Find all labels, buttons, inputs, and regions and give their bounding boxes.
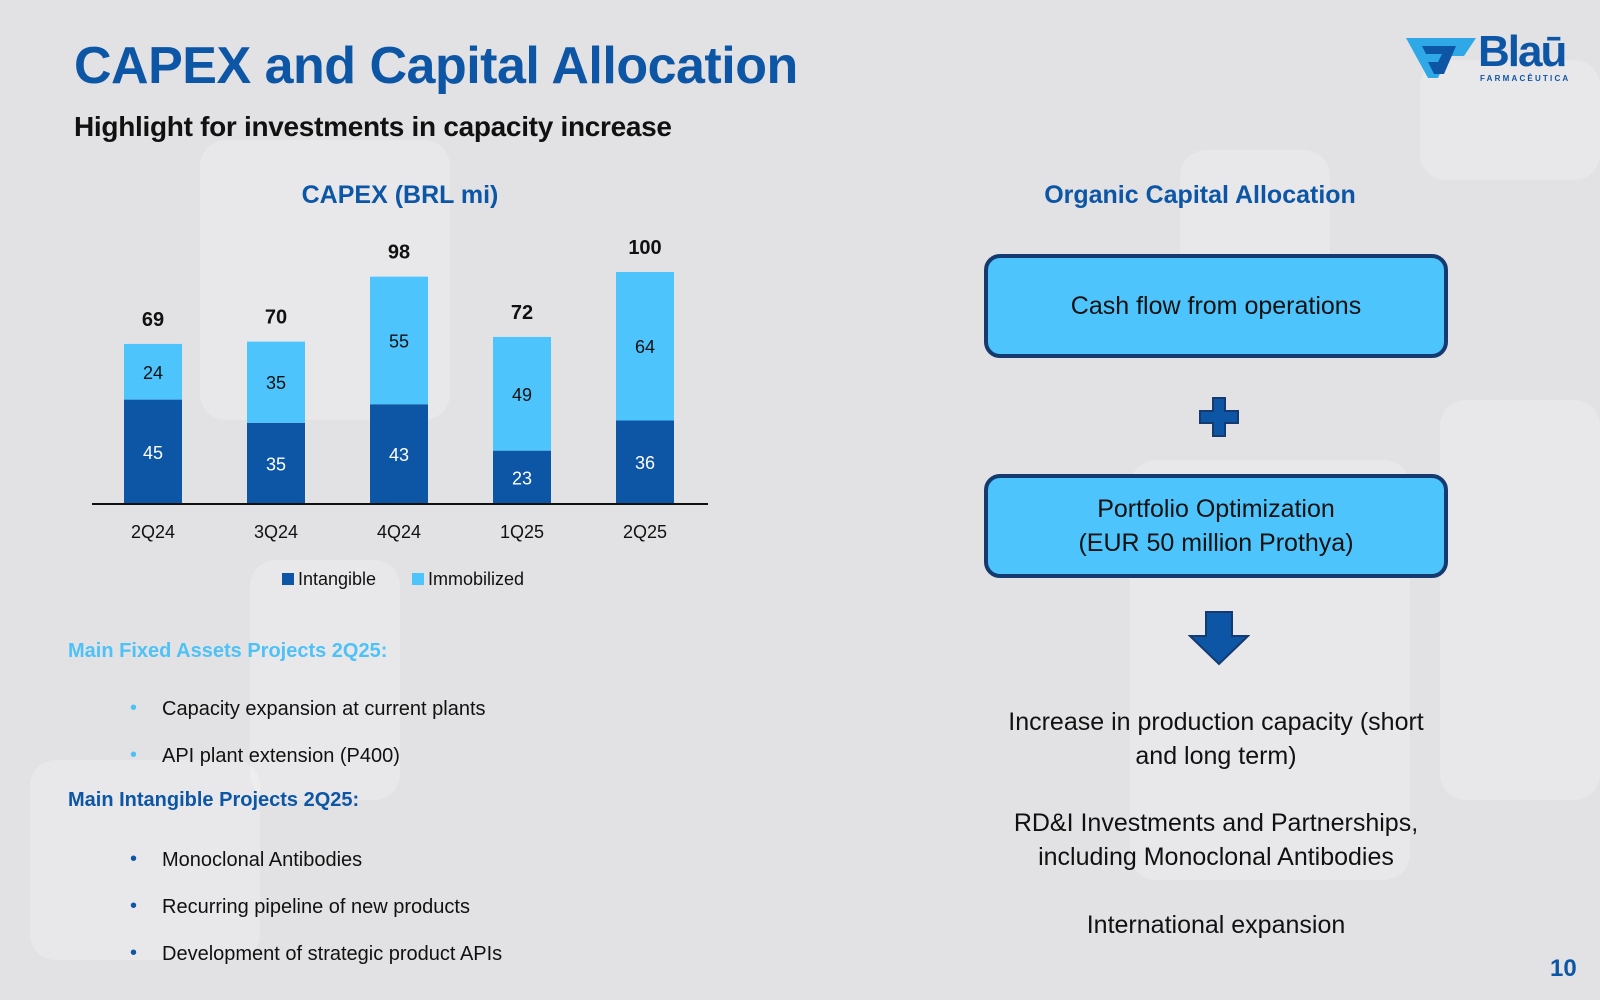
arrow-down-icon (1188, 611, 1250, 666)
logo-wordmark: Blaū (1478, 27, 1567, 76)
legend-swatch (412, 573, 424, 585)
bullet-icon: • (130, 697, 138, 719)
x-tick-label: 4Q24 (377, 522, 421, 542)
list-item-text: Recurring pipeline of new products (162, 896, 470, 918)
background-tile (1420, 60, 1600, 180)
chart-title: CAPEX (BRL mi) (301, 181, 499, 209)
bar-segment-immobilized (124, 343, 182, 400)
data-label: 36 (635, 453, 655, 473)
bullet-icon: • (130, 942, 138, 964)
fixed-assets-heading: Main Fixed Assets Projects 2Q25: (68, 640, 388, 662)
page-number: 10 (1550, 955, 1577, 982)
bullet-icon: • (130, 744, 138, 766)
portfolio-line-2: (EUR 50 million Prothya) (1078, 529, 1354, 557)
list-item-text: Monoclonal Antibodies (162, 849, 363, 871)
bullet-icon: • (130, 848, 138, 870)
list-item-text: API plant extension (P400) (162, 745, 400, 767)
allocation-title: Organic Capital Allocation (1044, 181, 1356, 209)
total-label: 98 (388, 242, 410, 264)
bullet-icon: • (130, 895, 138, 917)
total-label: 69 (142, 309, 164, 331)
bar-segment-intangible (616, 420, 674, 504)
outcome-line: RD&I Investments and Partnerships, (1013, 809, 1419, 837)
x-tick-label: 2Q24 (131, 522, 175, 542)
x-tick-label: 3Q24 (254, 522, 298, 542)
blau-logo-icon (1406, 38, 1476, 78)
list-item-text: Development of strategic product APIs (162, 943, 503, 965)
data-label: 49 (512, 385, 532, 405)
bar-segment-immobilized (370, 276, 428, 405)
data-label: 43 (389, 445, 409, 465)
bar-segment-immobilized (247, 341, 305, 423)
data-label: 23 (512, 468, 532, 488)
bar-segment-immobilized (493, 336, 551, 451)
bar-segment-intangible (124, 399, 182, 504)
slide-subtitle: Highlight for investments in capacity in… (74, 110, 672, 142)
data-label: 64 (635, 337, 655, 357)
plus-icon (1199, 397, 1239, 437)
background-tile (250, 560, 400, 800)
outcome-production-capacity: Increase in production capacity (short a… (984, 705, 1448, 773)
portfolio-optimization-box: Portfolio Optimization (EUR 50 million P… (984, 474, 1448, 578)
data-label: 35 (266, 454, 286, 474)
legend-label: Intangible (298, 569, 376, 589)
total-label: 100 (628, 237, 661, 259)
outcome-international-expansion: International expansion (1086, 911, 1346, 939)
data-label: 35 (266, 373, 286, 393)
bar-segment-intangible (493, 450, 551, 504)
cash-flow-box: Cash flow from operations (984, 254, 1448, 358)
data-label: 55 (389, 331, 409, 351)
bar-segment-immobilized (616, 272, 674, 421)
data-label: 24 (143, 363, 163, 383)
intangible-projects-heading: Main Intangible Projects 2Q25: (68, 789, 360, 811)
total-label: 72 (511, 302, 533, 324)
legend-label: Immobilized (428, 569, 524, 589)
logo-subtext: FARMACÊUTICA (1480, 74, 1571, 83)
background-tile (1440, 400, 1600, 800)
data-label: 45 (143, 443, 163, 463)
total-label: 70 (265, 307, 287, 329)
x-tick-label: 2Q25 (623, 522, 667, 542)
cash-flow-label: Cash flow from operations (1070, 292, 1362, 320)
x-tick-label: 1Q25 (500, 522, 544, 542)
portfolio-line-1: Portfolio Optimization (1097, 495, 1335, 523)
outcome-line: and long term) (1135, 742, 1297, 770)
outcome-rdi-investments: RD&I Investments and Partnerships, inclu… (984, 806, 1448, 874)
background-tile (30, 760, 260, 960)
capex-stacked-bar-chart: 45 24 69 2Q24 35 35 70 3Q24 43 55 98 4Q24 23 49 72 1Q25… (92, 237, 708, 589)
company-logo: Blaū FARMACÊUTICA (1404, 27, 1574, 90)
outcome-line: Increase in production capacity (short (1008, 708, 1424, 736)
slide-title: CAPEX and Capital Allocation (74, 37, 798, 95)
bar-segment-intangible (247, 422, 305, 504)
outcome-line: including Monoclonal Antibodies (1038, 843, 1394, 871)
list-item-text: Capacity expansion at current plants (162, 698, 486, 720)
bar-segment-intangible (370, 404, 428, 504)
legend-swatch (282, 573, 294, 585)
